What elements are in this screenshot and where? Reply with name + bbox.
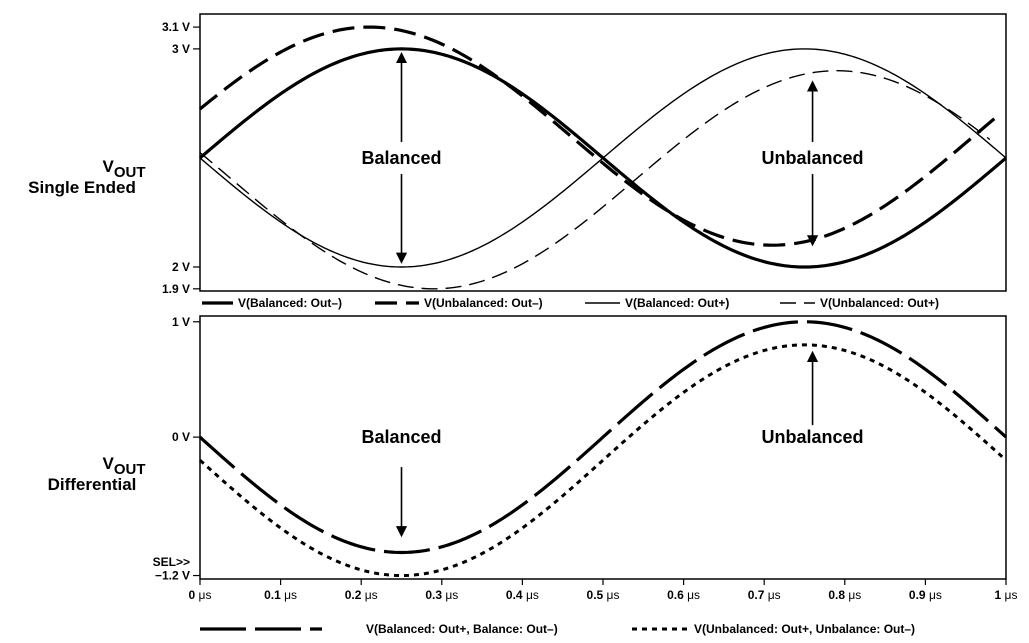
top-legend-label-1: V(Balanced: Out–) [238, 296, 342, 310]
x-tick-label: 0.9 μs [909, 588, 942, 602]
x-tick-num: 0.9 [909, 588, 929, 602]
x-tick-num: 0.5 [587, 588, 607, 602]
top-legend-label-4: V(Unbalanced: Out+) [820, 296, 939, 310]
x-tick-unit: μs [929, 588, 942, 602]
top-series-line-4 [199, 70, 991, 290]
x-tick-label: 0.4 μs [506, 588, 539, 602]
x-tick-label: 0.3 μs [425, 588, 458, 602]
top-annotations: Balanced Unbalanced [361, 52, 864, 264]
x-tick-label: 0.7 μs [748, 588, 781, 602]
sel-label: SEL>> [153, 555, 190, 569]
x-tick-num: 0.1 [264, 588, 284, 602]
x-tick-num: 0.7 [748, 588, 768, 602]
bottom-y-ticks: 1 V 0 V −1.2 V [155, 315, 200, 583]
top-legend-label-2: V(Unbalanced: Out–) [424, 296, 543, 310]
top-annotation-label: Balanced [361, 148, 441, 168]
top-side-label-sub: OUT [114, 164, 146, 181]
x-tick-unit: μs [199, 588, 212, 602]
top-series-line-3 [199, 48, 1007, 268]
top-panel: 3.1 V 3 V 2 V 1.9 V Balanced Unbalanced VOUT… [28, 13, 1008, 296]
bottom-legend-label-2: V(Unbalanced: Out+, Unbalance: Out–) [694, 622, 915, 636]
bottom-y-tick-label: −1.2 V [155, 569, 190, 583]
x-tick-unit: μs [284, 588, 297, 602]
bottom-side-label-v: V [102, 454, 114, 473]
top-y-tick-label: 3.1 V [162, 20, 190, 34]
top-side-label-line2: Single Ended [28, 178, 136, 197]
top-y-tick-label: 3 V [172, 42, 190, 56]
top-side-label-v: V [102, 157, 114, 176]
x-tick-num: 1 [995, 588, 1005, 602]
bottom-side-label-sub: OUT [114, 461, 146, 478]
bottom-annotations: Balanced Unbalanced [361, 350, 864, 538]
top-annotation-label: Unbalanced [762, 148, 864, 168]
x-tick-num: 0.3 [425, 588, 445, 602]
x-tick-label: 1 μs [995, 588, 1018, 602]
bottom-annotation-label: Balanced [361, 427, 441, 447]
top-side-label-vout: VOUT [102, 157, 145, 181]
bottom-y-tick-label: 1 V [172, 315, 190, 329]
x-tick-unit: μs [687, 588, 700, 602]
top-legend: V(Balanced: Out–) V(Unbalanced: Out–) V(Ba… [202, 296, 939, 310]
top-y-ticks: 3.1 V 3 V 2 V 1.9 V [162, 20, 200, 296]
top-legend-label-3: V(Balanced: Out+) [625, 296, 729, 310]
bottom-y-tick-label: 0 V [172, 430, 190, 444]
bottom-side-label-vout: VOUT [102, 454, 145, 478]
x-tick-label: 0.8 μs [828, 588, 861, 602]
x-tick-unit: μs [607, 588, 620, 602]
x-tick-num: 0.6 [667, 588, 687, 602]
x-tick-num: 0.2 [345, 588, 365, 602]
bottom-series-group [198, 320, 1008, 578]
x-tick-unit: μs [445, 588, 458, 602]
x-tick-label: 0.5 μs [587, 588, 620, 602]
x-axis-ticks: 0 μs 0.1 μs 0.2 μs 0.3 μs 0.4 μs 0.5 μs 0.6 μs… [189, 579, 1018, 602]
x-tick-unit: μs [848, 588, 861, 602]
bottom-plot-frame [199, 315, 1007, 580]
x-tick-label: 0.1 μs [264, 588, 297, 602]
top-plot-frame [199, 13, 1007, 292]
x-tick-num: 0 [189, 588, 199, 602]
top-series-line-2 [198, 25, 999, 247]
x-tick-num: 0.4 [506, 588, 526, 602]
x-tick-label: 0.6 μs [667, 588, 700, 602]
top-y-tick-label: 1.9 V [162, 282, 190, 296]
bottom-legend: V(Balanced: Out+, Balance: Out–) V(Unbala… [200, 622, 915, 636]
bottom-annotation-label: Unbalanced [762, 427, 864, 447]
bottom-panel: 1 V 0 V −1.2 V SEL>> Balanced Unbalanced 0 … [48, 315, 1018, 602]
bottom-legend-label-1: V(Balanced: Out+, Balance: Out–) [366, 622, 558, 636]
bottom-series-line-1 [198, 320, 1008, 555]
x-tick-unit: μs [365, 588, 378, 602]
bottom-side-label-line2: Differential [48, 475, 137, 494]
top-y-tick-label: 2 V [172, 260, 190, 274]
x-tick-unit: μs [1005, 588, 1018, 602]
x-tick-unit: μs [526, 588, 539, 602]
top-series-group [198, 25, 1008, 290]
x-tick-num: 0.8 [828, 588, 848, 602]
bottom-series-line-2 [198, 343, 1008, 578]
x-tick-label: 0 μs [189, 588, 212, 602]
x-tick-unit: μs [768, 588, 781, 602]
x-tick-label: 0.2 μs [345, 588, 378, 602]
